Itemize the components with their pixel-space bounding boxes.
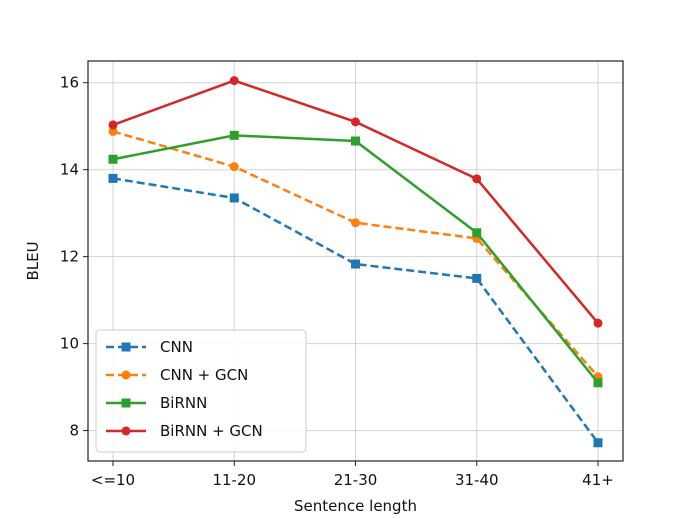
legend-marker — [121, 342, 131, 352]
cnn-point — [229, 193, 239, 203]
x-tick-label: 41+ — [582, 471, 614, 489]
legend-label: CNN + GCN — [160, 366, 248, 384]
legend-marker — [121, 426, 131, 436]
y-tick-label: 10 — [60, 335, 79, 353]
birnn-gcn-point — [472, 174, 482, 184]
legend-label: BiRNN + GCN — [160, 422, 263, 440]
legend: CNN CNN + GCN BiRNN BiRNN + GCN — [95, 329, 307, 453]
legend-marker — [121, 398, 131, 408]
legend-label: BiRNN — [160, 394, 207, 412]
cnn-point — [108, 173, 118, 183]
birnn-gcn-point — [593, 318, 603, 328]
birnn-gcn-point — [229, 76, 239, 86]
legend-label: CNN — [160, 338, 193, 356]
birnn-gcn-point — [108, 120, 118, 130]
y-tick-label: 14 — [60, 161, 79, 179]
x-axis-label: Sentence length — [294, 497, 417, 515]
legend-item-birnn: BiRNN — [106, 394, 207, 412]
cnn-gcn-point — [108, 126, 118, 136]
birnn-series — [108, 130, 603, 388]
birnn-point — [229, 130, 239, 140]
cnn-gcn-point — [351, 218, 360, 228]
y-axis-ticks: 8 10 12 14 16 — [60, 74, 88, 440]
x-axis-ticks: <=10 11-20 21-30 31-40 41+ — [91, 461, 614, 489]
legend-item-birnn-gcn: BiRNN + GCN — [106, 422, 263, 440]
y-tick-label: 12 — [60, 248, 79, 266]
cnn-line — [112, 177, 600, 444]
birnn-point — [472, 228, 482, 238]
birnn-point — [351, 136, 360, 146]
legend-item-cnn-gcn: CNN + GCN — [106, 366, 248, 384]
legend-item-cnn: CNN — [106, 338, 193, 356]
x-tick-label: 21-30 — [334, 471, 378, 489]
birnn-point — [593, 378, 603, 388]
cnn-point — [472, 273, 482, 283]
birnn-gcn-series — [108, 76, 603, 328]
cnn-point — [593, 438, 603, 448]
y-axis-label: BLEU — [24, 241, 42, 280]
birnn-gcn-point — [351, 117, 360, 127]
cnn-gcn-point — [229, 162, 239, 172]
birnn-point — [108, 154, 118, 164]
x-tick-label: <=10 — [91, 471, 135, 489]
cnn-series — [108, 173, 603, 448]
y-tick-label: 8 — [69, 422, 79, 440]
x-tick-label: 11-20 — [212, 471, 256, 489]
y-tick-label: 16 — [60, 74, 79, 92]
x-tick-label: 31-40 — [455, 471, 499, 489]
series-group — [108, 76, 603, 448]
legend-box — [95, 329, 307, 453]
legend-marker — [121, 370, 131, 380]
cnn-point — [351, 259, 360, 269]
